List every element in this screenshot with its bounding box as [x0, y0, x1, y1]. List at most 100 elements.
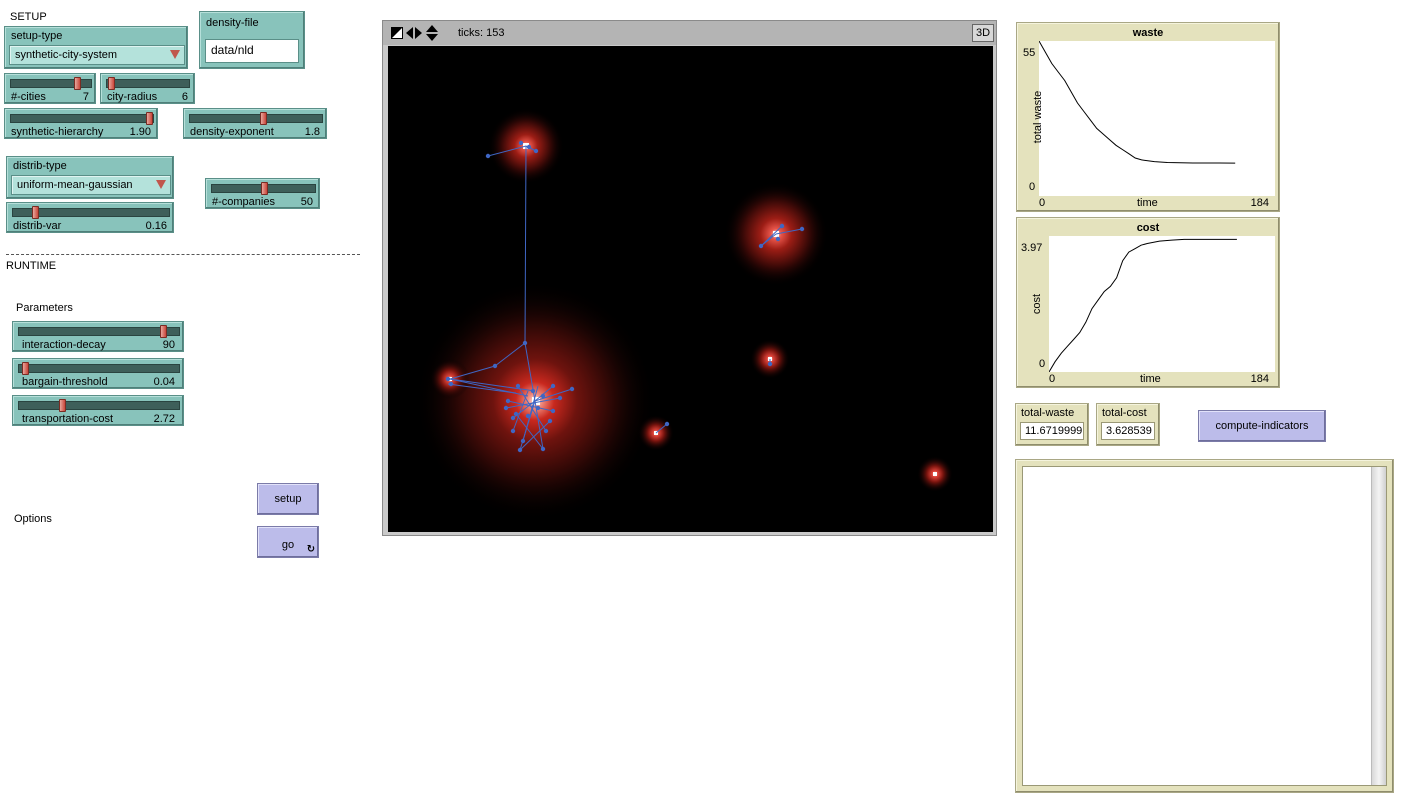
density-file-input[interactable]: data/nld: [205, 39, 299, 63]
output-text-area[interactable]: [1022, 466, 1387, 786]
bargain-threshold-value: 0.04: [153, 376, 175, 388]
slider-track[interactable]: [189, 112, 323, 125]
waste-ymax-label: 55: [1023, 47, 1036, 59]
synthetic-hierarchy-slider[interactable]: synthetic-hierarchy 1.90: [4, 108, 158, 139]
slider-track[interactable]: [10, 77, 92, 90]
cost-ymax-label: 3.97: [1021, 242, 1043, 254]
output-scrollbar[interactable]: [1371, 467, 1386, 785]
world-canvas[interactable]: [388, 46, 993, 532]
companies-label: #-companies: [212, 196, 275, 208]
transportation-cost-label: transportation-cost: [22, 413, 114, 425]
distrib-type-chooser[interactable]: distrib-type uniform-mean-gaussian: [6, 156, 174, 199]
company-links: [447, 145, 803, 451]
interaction-decay-value: 90: [162, 339, 175, 351]
total-waste-monitor: total-waste 11.6719999: [1015, 403, 1089, 446]
setup-type-chooser[interactable]: setup-type synthetic-city-system: [4, 26, 188, 69]
section-divider: [6, 254, 360, 255]
setup-type-dropdown[interactable]: synthetic-city-system: [9, 45, 185, 65]
interaction-decay-slider[interactable]: interaction-decay 90: [12, 321, 184, 352]
slider-handle[interactable]: [160, 325, 167, 338]
dropdown-arrow-icon: [170, 50, 180, 59]
waste-plot-area: [1038, 40, 1275, 196]
slider-track[interactable]: [18, 399, 180, 412]
slider-handle[interactable]: [260, 182, 268, 195]
slider-track[interactable]: [18, 362, 180, 375]
waste-plot-title: waste: [1132, 27, 1164, 39]
bargain-threshold-label: bargain-threshold: [22, 376, 108, 388]
waste-series-line: [1038, 40, 1236, 164]
shape-toggle-icon[interactable]: [391, 27, 403, 39]
distrib-var-label: distrib-var: [13, 220, 62, 232]
synthetic-hierarchy-label: synthetic-hierarchy: [11, 126, 104, 138]
arrows-up-down-icon[interactable]: [426, 25, 438, 41]
arrows-left-right-icon[interactable]: [406, 27, 422, 39]
transportation-cost-value: 2.72: [153, 413, 175, 425]
setup-button[interactable]: setup: [257, 483, 319, 515]
slider-handle[interactable]: [22, 362, 30, 375]
waste-ymin-label: 0: [1029, 181, 1036, 193]
slider-handle[interactable]: [145, 112, 153, 125]
setup-type-value: synthetic-city-system: [15, 49, 118, 61]
synthetic-hierarchy-value: 1.90: [129, 126, 151, 138]
total-waste-label: total-waste: [1021, 407, 1075, 419]
density-file-label: density-file: [206, 17, 259, 29]
transportation-cost-slider[interactable]: transportation-cost 2.72: [12, 395, 184, 426]
cost-xmax-label: 184: [1250, 373, 1269, 385]
world-svg: [415, 108, 953, 521]
companies-slider[interactable]: #-companies 50: [205, 178, 320, 209]
slider-track[interactable]: [10, 112, 154, 125]
cost-ylabel: cost: [1031, 293, 1043, 315]
cost-xmin-label: 0: [1049, 373, 1056, 385]
density-exponent-slider[interactable]: density-exponent 1.8: [183, 108, 327, 139]
city-radius-slider[interactable]: city-radius 6: [100, 73, 195, 104]
slider-handle[interactable]: [108, 77, 116, 90]
bargain-threshold-slider[interactable]: bargain-threshold 0.04: [12, 358, 184, 389]
slider-track[interactable]: [18, 325, 180, 338]
city-radius-value: 6: [181, 91, 188, 103]
waste-plot: waste 55 0 total waste 0 time 184: [1016, 22, 1280, 212]
cost-plot-title: cost: [1136, 222, 1160, 234]
runtime-section-title: RUNTIME: [6, 260, 57, 272]
slider-track[interactable]: [12, 206, 170, 219]
setup-section-title: SETUP: [10, 11, 47, 23]
world-view-frame: ticks: 153 3D: [382, 20, 997, 536]
distrib-type-label: distrib-type: [13, 160, 67, 172]
output-panel: [1015, 459, 1394, 793]
slider-handle[interactable]: [259, 112, 267, 125]
distrib-var-slider[interactable]: distrib-var 0.16: [6, 202, 174, 233]
go-button[interactable]: go ↻: [257, 526, 319, 558]
go-button-label: go: [281, 539, 295, 551]
city-center: [933, 472, 937, 476]
cities-value: 7: [82, 91, 89, 103]
waste-ylabel: total waste: [1032, 90, 1044, 144]
cost-line-chart: [1048, 238, 1237, 373]
density-exponent-label: density-exponent: [190, 126, 274, 138]
distrib-type-dropdown[interactable]: uniform-mean-gaussian: [11, 175, 171, 195]
ticks-counter: ticks: 153: [458, 27, 505, 39]
slider-handle[interactable]: [31, 206, 39, 219]
cities-label: #-cities: [11, 91, 46, 103]
slider-handle[interactable]: [73, 77, 81, 90]
cities-slider[interactable]: #-cities 7: [4, 73, 96, 104]
cost-plot: cost 3.97 0 cost 0 time 184: [1016, 217, 1280, 388]
density-file-input-box: density-file data/nld: [199, 11, 305, 69]
slider-track[interactable]: [211, 182, 316, 195]
cost-series-line: [1048, 238, 1237, 373]
slider-handle[interactable]: [59, 399, 67, 412]
forever-arrows-icon: ↻: [306, 544, 316, 555]
compute-indicators-button[interactable]: compute-indicators: [1198, 410, 1326, 442]
distrib-var-value: 0.16: [145, 220, 167, 232]
cost-ymin-label: 0: [1039, 358, 1046, 370]
cost-xlabel: time: [1140, 373, 1161, 385]
interaction-decay-label: interaction-decay: [22, 339, 106, 351]
city-radius-label: city-radius: [107, 91, 158, 103]
dropdown-arrow-icon: [156, 180, 166, 189]
slider-track[interactable]: [106, 77, 190, 90]
density-exponent-value: 1.8: [304, 126, 320, 138]
waste-line-chart: [1038, 40, 1236, 164]
company-dots: [445, 140, 805, 453]
total-cost-monitor: total-cost 3.628539: [1096, 403, 1160, 446]
3d-view-button[interactable]: 3D: [972, 24, 994, 42]
distrib-type-value: uniform-mean-gaussian: [17, 179, 133, 191]
cost-plot-area: [1048, 236, 1275, 373]
